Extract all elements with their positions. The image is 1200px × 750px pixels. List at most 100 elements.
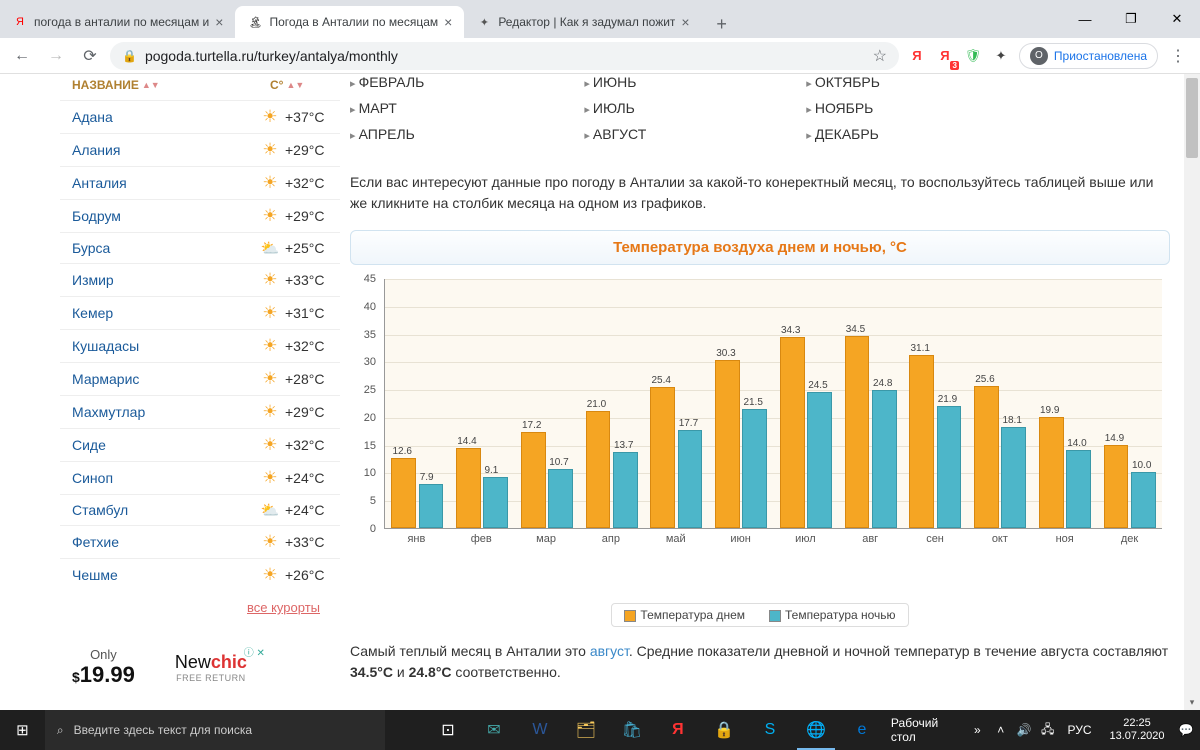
task-view-button[interactable]: ⊡ xyxy=(425,710,471,750)
city-link[interactable]: Измир xyxy=(72,272,255,288)
city-link[interactable]: Алания xyxy=(72,142,255,158)
tray-notifications-icon[interactable]: 💬 xyxy=(1177,723,1196,737)
ext-shield-icon[interactable]: 🛡 xyxy=(961,44,985,68)
bar-group[interactable]: 17.210.7 xyxy=(515,279,580,528)
reload-button[interactable]: ⟳ xyxy=(76,42,104,70)
month-link[interactable]: АВГУСТ xyxy=(584,126,646,142)
bar-day[interactable]: 31.1 xyxy=(909,355,934,528)
bar-group[interactable]: 34.524.8 xyxy=(838,279,903,528)
bar-night[interactable]: 24.8 xyxy=(872,390,897,528)
bar-night[interactable]: 17.7 xyxy=(678,430,703,528)
bar-night[interactable]: 9.1 xyxy=(483,477,508,528)
city-link[interactable]: Мармарис xyxy=(72,371,255,387)
bookmark-star-icon[interactable]: ☆ xyxy=(873,46,887,66)
month-link[interactable]: АПРЕЛЬ xyxy=(350,126,424,142)
bar-day[interactable]: 14.4 xyxy=(456,448,481,528)
profile-paused-button[interactable]: O Приостановлена xyxy=(1019,43,1158,69)
start-button[interactable]: ⊞ xyxy=(0,710,45,750)
tray-volume-icon[interactable]: 🔊 xyxy=(1015,723,1034,737)
tab-close-icon[interactable]: × xyxy=(215,14,223,30)
city-link[interactable]: Махмутлар xyxy=(72,404,255,420)
city-link[interactable]: Синоп xyxy=(72,470,255,486)
city-link[interactable]: Анталия xyxy=(72,175,255,191)
new-tab-button[interactable]: + xyxy=(708,10,736,38)
tray-clock[interactable]: 22:2513.07.2020 xyxy=(1101,717,1172,743)
bar-group[interactable]: 31.121.9 xyxy=(903,279,968,528)
maximize-button[interactable]: ❐ xyxy=(1108,0,1154,38)
month-link[interactable]: МАРТ xyxy=(350,100,424,116)
city-link[interactable]: Адана xyxy=(72,109,255,125)
app-explorer-icon[interactable]: 🗂 xyxy=(563,710,609,750)
scroll-thumb[interactable] xyxy=(1186,78,1198,158)
browser-tab-0[interactable]: Япогода в анталии по месяцам и× xyxy=(0,6,235,38)
tray-up-icon[interactable]: ˄ xyxy=(991,723,1010,737)
bar-day[interactable]: 25.6 xyxy=(974,386,999,528)
bar-night[interactable]: 10.7 xyxy=(548,469,573,528)
browser-tab-2[interactable]: ✦Редактор | Как я задумал пожит× xyxy=(464,6,701,38)
bar-day[interactable]: 30.3 xyxy=(715,360,740,528)
tab-close-icon[interactable]: × xyxy=(681,14,689,30)
ext-yandex-2[interactable]: Я3 xyxy=(933,44,957,68)
bar-night[interactable]: 14.0 xyxy=(1066,450,1091,528)
minimize-button[interactable]: — xyxy=(1062,0,1108,38)
bar-night[interactable]: 10.0 xyxy=(1131,472,1156,528)
scroll-down-icon[interactable]: ▾ xyxy=(1184,694,1200,710)
city-link[interactable]: Бодрум xyxy=(72,208,255,224)
city-link[interactable]: Стамбул xyxy=(72,502,255,518)
bar-group[interactable]: 34.324.5 xyxy=(774,279,839,528)
bar-group[interactable]: 14.49.1 xyxy=(450,279,515,528)
bar-day[interactable]: 21.0 xyxy=(586,411,611,528)
app-vpn-icon[interactable]: 🔒 xyxy=(701,710,747,750)
sort-by-temp[interactable]: C°▲▼ xyxy=(270,78,340,92)
app-word-icon[interactable]: W xyxy=(517,710,563,750)
close-window-button[interactable]: ✕ xyxy=(1154,0,1200,38)
bar-group[interactable]: 14.910.0 xyxy=(1097,279,1162,528)
bar-group[interactable]: 30.321.5 xyxy=(709,279,774,528)
city-link[interactable]: Кушадасы xyxy=(72,338,255,354)
month-link[interactable]: ФЕВРАЛЬ xyxy=(350,74,424,90)
tray-chevron-icon[interactable]: » xyxy=(968,723,987,737)
bar-group[interactable]: 21.013.7 xyxy=(579,279,644,528)
back-button[interactable]: ← xyxy=(8,42,36,70)
bar-night[interactable]: 21.9 xyxy=(937,406,962,528)
bar-day[interactable]: 34.3 xyxy=(780,337,805,528)
forward-button[interactable]: → xyxy=(42,42,70,70)
page-scrollbar[interactable]: ▴ ▾ xyxy=(1184,74,1200,710)
bar-night[interactable]: 18.1 xyxy=(1001,427,1026,528)
bar-group[interactable]: 12.67.9 xyxy=(385,279,450,528)
bar-day[interactable]: 14.9 xyxy=(1104,445,1129,528)
month-link[interactable]: НОЯБРЬ xyxy=(806,100,880,116)
city-link[interactable]: Чешме xyxy=(72,567,255,583)
all-resorts-link[interactable]: все курорты xyxy=(247,600,320,615)
bar-group[interactable]: 25.618.1 xyxy=(968,279,1033,528)
show-desktop-label[interactable]: Рабочий стол xyxy=(885,716,964,744)
month-link[interactable]: ИЮНЬ xyxy=(584,74,646,90)
bar-night[interactable]: 13.7 xyxy=(613,452,638,528)
bar-group[interactable]: 19.914.0 xyxy=(1033,279,1098,528)
bar-night[interactable]: 7.9 xyxy=(419,484,444,528)
address-bar[interactable]: 🔒 pogoda.turtella.ru/turkey/antalya/mont… xyxy=(110,42,899,70)
tray-network-icon[interactable]: 🖧 xyxy=(1038,720,1057,741)
bar-day[interactable]: 34.5 xyxy=(845,336,870,528)
app-skype-icon[interactable]: S xyxy=(747,710,793,750)
app-chrome-icon[interactable]: 🌐 xyxy=(793,710,839,750)
city-link[interactable]: Кемер xyxy=(72,305,255,321)
city-link[interactable]: Сиде xyxy=(72,437,255,453)
bar-day[interactable]: 12.6 xyxy=(391,458,416,528)
city-link[interactable]: Фетхие xyxy=(72,534,255,550)
sort-by-name[interactable]: НАЗВАНИЕ▲▼ xyxy=(72,78,270,92)
month-link[interactable]: ДЕКАБРЬ xyxy=(806,126,880,142)
bar-day[interactable]: 17.2 xyxy=(521,432,546,528)
bar-night[interactable]: 24.5 xyxy=(807,392,832,528)
app-yandex-icon[interactable]: Я xyxy=(655,710,701,750)
bar-day[interactable]: 19.9 xyxy=(1039,417,1064,528)
app-mail-icon[interactable]: ✉ xyxy=(471,710,517,750)
bar-night[interactable]: 21.5 xyxy=(742,409,767,528)
extensions-menu-icon[interactable]: ✦ xyxy=(989,44,1013,68)
ext-yandex-1[interactable]: Я xyxy=(905,44,929,68)
bar-group[interactable]: 25.417.7 xyxy=(644,279,709,528)
browser-menu-button[interactable]: ⋮ xyxy=(1164,42,1192,70)
app-store-icon[interactable]: 🛍 xyxy=(609,710,655,750)
app-edge-icon[interactable]: e xyxy=(839,710,885,750)
month-link[interactable]: ИЮЛЬ xyxy=(584,100,646,116)
